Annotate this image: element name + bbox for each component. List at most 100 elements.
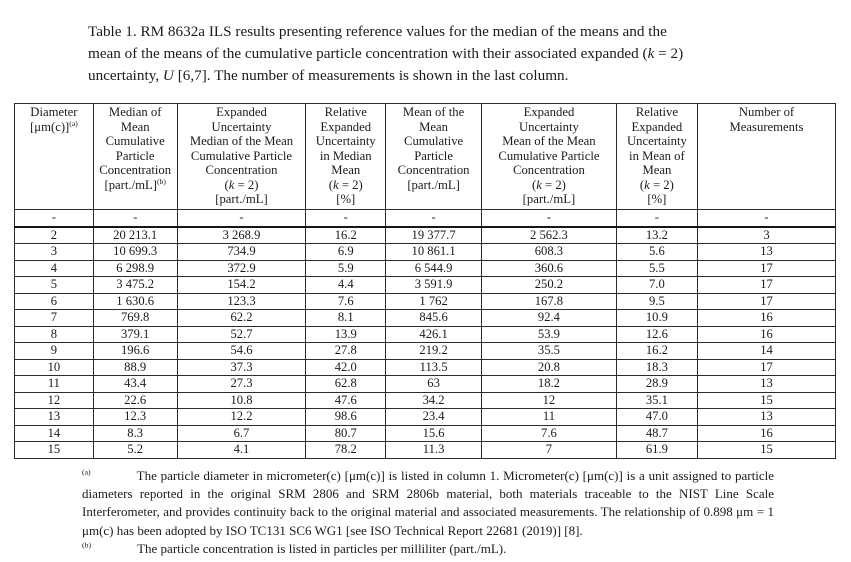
table-cell: 15.6 bbox=[385, 424, 483, 442]
table-cell: 15 bbox=[697, 441, 836, 459]
table-cell: 10 699.3 bbox=[92, 243, 178, 261]
column-header: Expanded Uncertainty Median of the Mean Cum… bbox=[176, 103, 307, 210]
table-cell: 8.3 bbox=[92, 424, 178, 442]
table-cell: 53.9 bbox=[481, 325, 617, 343]
table-cell: 6 298.9 bbox=[92, 259, 178, 277]
column-header: Number of Measurements bbox=[697, 103, 836, 210]
table-cell: 379.1 bbox=[92, 325, 178, 343]
table-cell: 4.1 bbox=[176, 441, 307, 459]
table-footnotes: (a) The particle diameter in micrometer(c… bbox=[82, 467, 774, 558]
table-cell: 19 377.7 bbox=[385, 226, 483, 244]
table-cell: - bbox=[92, 208, 178, 228]
table-row: 13 12.3 12.2 98.6 23.4 11 47.0 13 bbox=[14, 408, 836, 426]
table-cell: 6 bbox=[14, 292, 94, 310]
table-cell: 10.9 bbox=[615, 309, 699, 327]
table-cell: 11.3 bbox=[385, 441, 483, 459]
table-cell: 360.6 bbox=[481, 259, 617, 277]
table-cell: 61.9 bbox=[615, 441, 699, 459]
table-cell: 6 544.9 bbox=[385, 259, 483, 277]
table-row: 10 88.9 37.3 42.0 113.5 20.8 18.3 17 bbox=[14, 358, 836, 376]
table-cell: 78.2 bbox=[305, 441, 387, 459]
table-cell: 12 bbox=[14, 391, 94, 409]
table-cell: 7.6 bbox=[481, 424, 617, 442]
column-header: Mean of the Mean Cumulative Particle Concent… bbox=[385, 103, 483, 210]
table-cell: 28.9 bbox=[615, 375, 699, 393]
table-cell: 16 bbox=[697, 424, 836, 442]
table-cell: 16 bbox=[697, 309, 836, 327]
table-cell: 13.9 bbox=[305, 325, 387, 343]
table-cell: - bbox=[385, 208, 483, 228]
table-cell: 734.9 bbox=[176, 243, 307, 261]
table-cell: 7 bbox=[14, 309, 94, 327]
table-cell: 88.9 bbox=[92, 358, 178, 376]
table-cell: 12 bbox=[481, 391, 617, 409]
table-cell: 13 bbox=[14, 408, 94, 426]
table-cell: 12.3 bbox=[92, 408, 178, 426]
table-cell: 608.3 bbox=[481, 243, 617, 261]
table-header-row: Diameter [μm(c)](a) Median of Mean Cumulativ… bbox=[14, 103, 836, 210]
footnote-marker: (a) bbox=[82, 467, 91, 477]
table-cell: 9 bbox=[14, 342, 94, 360]
table-cell: 17 bbox=[697, 292, 836, 310]
table-body: - - - - - - - -2 20 213.1 3 268.9 16.2 19 377.7 2 56… bbox=[14, 208, 836, 459]
table-cell: 17 bbox=[697, 358, 836, 376]
table-cell: 16.2 bbox=[305, 226, 387, 244]
table-cell: 27.8 bbox=[305, 342, 387, 360]
table-row: 8 379.1 52.7 13.9 426.1 53.9 12.6 16 bbox=[14, 325, 836, 343]
footnote-text: The particle concentration is listed in … bbox=[137, 540, 507, 556]
table-cell: 3 bbox=[14, 243, 94, 261]
table-cell: 7.6 bbox=[305, 292, 387, 310]
table-cell: 15 bbox=[697, 391, 836, 409]
table-cell: - bbox=[14, 208, 94, 228]
table-cell: 426.1 bbox=[385, 325, 483, 343]
table-cell: 62.8 bbox=[305, 375, 387, 393]
table-cell: 63 bbox=[385, 375, 483, 393]
table-cell: 196.6 bbox=[92, 342, 178, 360]
table-row: 2 20 213.1 3 268.9 16.2 19 377.7 2 562.3 13.2 3 bbox=[14, 226, 836, 244]
table-cell: 6.7 bbox=[176, 424, 307, 442]
table-cell: 8.1 bbox=[305, 309, 387, 327]
table-row: -------- bbox=[14, 208, 836, 228]
table-cell: 4.4 bbox=[305, 276, 387, 294]
table-cell: 5.5 bbox=[615, 259, 699, 277]
column-header: Relative Expanded Uncertainty in Median Mean… bbox=[305, 103, 387, 210]
table-cell: 113.5 bbox=[385, 358, 483, 376]
table-cell: 22.6 bbox=[92, 391, 178, 409]
table-row: 7 769.8 62.2 8.1 845.6 92.4 10.9 16 bbox=[14, 309, 836, 327]
ils-results-table: Diameter [μm(c)](a) Median of Mean Cumulativ… bbox=[14, 103, 836, 459]
table-cell: 23.4 bbox=[385, 408, 483, 426]
table-cell: 6.9 bbox=[305, 243, 387, 261]
table-cell: 12.2 bbox=[176, 408, 307, 426]
table-cell: 42.0 bbox=[305, 358, 387, 376]
table-cell: 372.9 bbox=[176, 259, 307, 277]
table-cell: 3 bbox=[697, 226, 836, 244]
table-cell: 845.6 bbox=[385, 309, 483, 327]
table-cell: 10 bbox=[14, 358, 94, 376]
column-header: Diameter [μm(c)](a) bbox=[14, 103, 94, 210]
table-cell: 5.2 bbox=[92, 441, 178, 459]
table-cell: 16 bbox=[697, 325, 836, 343]
table-row: 11 43.4 27.3 62.8 63 18.2 28.9 13 bbox=[14, 375, 836, 393]
table-cell: 18.2 bbox=[481, 375, 617, 393]
table-cell: 48.7 bbox=[615, 424, 699, 442]
table-cell: 14 bbox=[697, 342, 836, 360]
table-cell: 47.0 bbox=[615, 408, 699, 426]
table-cell: 1 762 bbox=[385, 292, 483, 310]
column-header: Relative Expanded Uncertainty in Mean of Mea… bbox=[615, 103, 699, 210]
footnote-text: The particle diameter in micrometer(c) [… bbox=[82, 468, 774, 538]
table-cell: - bbox=[176, 208, 307, 228]
table-cell: 16.2 bbox=[615, 342, 699, 360]
table-cell: 2 bbox=[14, 226, 94, 244]
table-cell: 43.4 bbox=[92, 375, 178, 393]
table-row: 12 22.6 10.8 47.6 34.2 12 35.1 15 bbox=[14, 391, 836, 409]
table-cell: 5.6 bbox=[615, 243, 699, 261]
table-cell: 8 bbox=[14, 325, 94, 343]
table-cell: 35.5 bbox=[481, 342, 617, 360]
footnote-b: (b) The particle concentration is listed … bbox=[82, 540, 774, 558]
table-cell: 17 bbox=[697, 259, 836, 277]
table-cell: 7 bbox=[481, 441, 617, 459]
table-cell: 80.7 bbox=[305, 424, 387, 442]
